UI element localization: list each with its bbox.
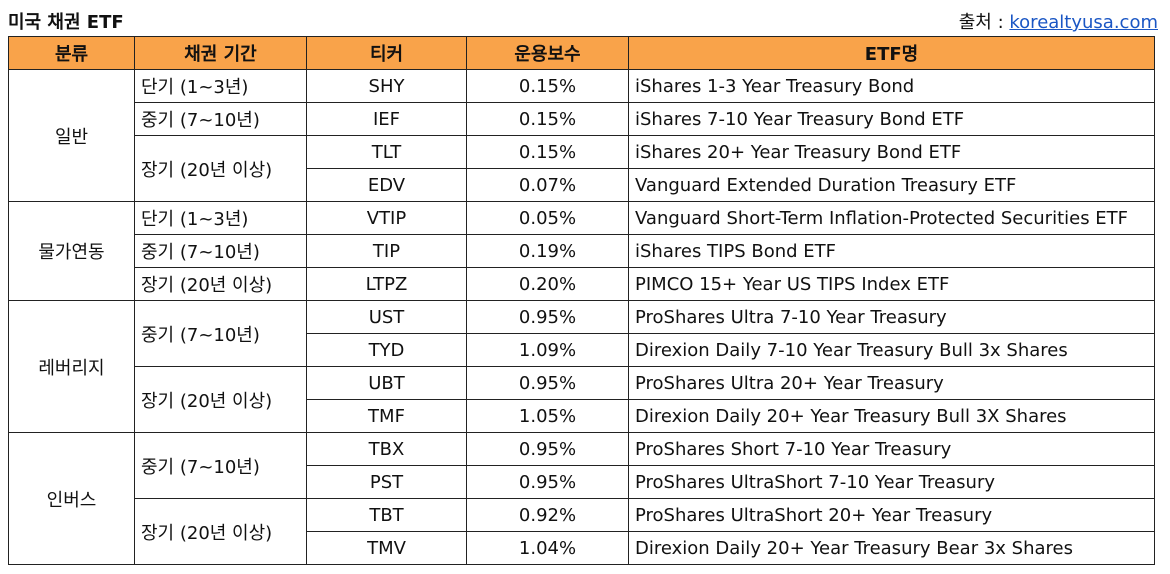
ticker-cell: TYD xyxy=(306,333,467,367)
etf-name-cell: Direxion Daily 20+ Year Treasury Bear 3x… xyxy=(628,531,1155,565)
fee-cell: 0.95% xyxy=(466,366,629,400)
table-row: 중기 (7~10년) TIP 0.19% iShares TIPS Bond ETF xyxy=(9,234,1155,268)
fee-cell: 0.05% xyxy=(466,201,629,235)
fee-cell: 0.95% xyxy=(466,300,629,334)
table-body: 일반 단기 (1~3년) SHY 0.15% iShares 1-3 Year Trea… xyxy=(8,69,1155,565)
header-term: 채권 기간 xyxy=(134,36,307,70)
source-label: 출처 : xyxy=(958,12,1004,33)
etf-name-cell: ProShares Ultra 20+ Year Treasury xyxy=(628,366,1155,400)
table-row: 장기 (20년 이상) TBT 0.92% ProShares UltraShort … xyxy=(9,498,1155,565)
category-cell: 물가연동 xyxy=(8,201,135,301)
etf-name-cell: iShares 1-3 Year Treasury Bond xyxy=(628,69,1155,103)
header-row: 분류 채권 기간 티커 운용보수 ETF명 xyxy=(8,36,1155,70)
fee-cell: 0.95% xyxy=(466,465,629,499)
table-row: 인버스 중기 (7~10년) TBX 0.95% ProShares Short 7-1… xyxy=(8,432,1155,565)
fee-cell: 0.15% xyxy=(466,135,629,169)
term-cell: 단기 (1~3년) xyxy=(134,69,307,103)
table-row: EDV 0.07% Vanguard Extended Duration Treas… xyxy=(9,168,1155,202)
etf-name-cell: iShares 7-10 Year Treasury Bond ETF xyxy=(628,102,1155,136)
fee-cell: 1.05% xyxy=(466,399,629,433)
table-row: 장기 (20년 이상) UBT 0.95% ProShares Ultra 20+ Y… xyxy=(9,366,1155,433)
ticker-cell: TIP xyxy=(306,234,467,268)
etf-name-cell: ProShares Short 7-10 Year Treasury xyxy=(628,432,1155,466)
ticker-cell: TMV xyxy=(306,531,467,565)
header-ticker: 티커 xyxy=(306,36,467,70)
ticker-cell: TBT xyxy=(306,498,467,532)
fee-cell: 1.04% xyxy=(466,531,629,565)
page-title: 미국 채권 ETF xyxy=(8,12,124,33)
fee-cell: 0.95% xyxy=(466,432,629,466)
category-cell: 레버리지 xyxy=(8,300,135,433)
source-credit: 출처 : korealtyusa.com xyxy=(959,8,1158,34)
term-cell: 중기 (7~10년) xyxy=(134,234,307,268)
table-row: 레버리지 중기 (7~10년) UST 0.95% ProShares Ultra 7-… xyxy=(8,300,1155,433)
ticker-cell: LTPZ xyxy=(306,267,467,301)
etf-name-cell: Vanguard Extended Duration Treasury ETF xyxy=(628,168,1155,202)
etf-name-cell: iShares 20+ Year Treasury Bond ETF xyxy=(628,135,1155,169)
etf-name-cell: PIMCO 15+ Year US TIPS Index ETF xyxy=(628,267,1155,301)
fee-cell: 0.07% xyxy=(466,168,629,202)
table-row: TMF 1.05% Direxion Daily 20+ Year Treasury… xyxy=(9,399,1155,433)
ticker-cell: TBX xyxy=(306,432,467,466)
ticker-cell: PST xyxy=(306,465,467,499)
etf-name-cell: ProShares UltraShort 7-10 Year Treasury xyxy=(628,465,1155,499)
bond-etf-table: 분류 채권 기간 티커 운용보수 ETF명 일반 단기 (1~3년) SHY 0.15… xyxy=(8,36,1155,565)
header-category: 분류 xyxy=(8,36,135,70)
ticker-cell: TLT xyxy=(306,135,467,169)
table-row: 장기 (20년 이상) LTPZ 0.20% PIMCO 15+ Year US TI… xyxy=(9,267,1155,301)
fee-cell: 0.15% xyxy=(466,69,629,103)
table-row: PST 0.95% ProShares UltraShort 7-10 Year T… xyxy=(9,465,1155,499)
term-cell: 중기 (7~10년) xyxy=(134,432,307,499)
ticker-cell: EDV xyxy=(306,168,467,202)
fee-cell: 0.92% xyxy=(466,498,629,532)
table-row: 중기 (7~10년) IEF 0.15% iShares 7-10 Year Trea… xyxy=(9,102,1155,136)
ticker-cell: UBT xyxy=(306,366,467,400)
etf-name-cell: Direxion Daily 7-10 Year Treasury Bull 3… xyxy=(628,333,1155,367)
term-cell: 중기 (7~10년) xyxy=(134,300,307,367)
ticker-cell: VTIP xyxy=(306,201,467,235)
top-bar: 미국 채권 ETF 출처 : korealtyusa.com xyxy=(8,6,1162,34)
fee-cell: 1.09% xyxy=(466,333,629,367)
etf-name-cell: Direxion Daily 20+ Year Treasury Bull 3X… xyxy=(628,399,1155,433)
term-cell: 단기 (1~3년) xyxy=(134,201,307,235)
term-cell: 장기 (20년 이상) xyxy=(134,135,307,202)
table-row: 장기 (20년 이상) TLT 0.15% iShares 20+ Year Trea… xyxy=(9,135,1155,202)
fee-cell: 0.19% xyxy=(466,234,629,268)
fee-cell: 0.15% xyxy=(466,102,629,136)
etf-name-cell: iShares TIPS Bond ETF xyxy=(628,234,1155,268)
fee-cell: 0.20% xyxy=(466,267,629,301)
ticker-cell: UST xyxy=(306,300,467,334)
header-etf-name: ETF명 xyxy=(628,36,1155,70)
table-row: 물가연동 단기 (1~3년) VTIP 0.05% Vanguard Short-Ter… xyxy=(8,201,1155,301)
table-row: TMV 1.04% Direxion Daily 20+ Year Treasury… xyxy=(9,531,1155,565)
ticker-cell: TMF xyxy=(306,399,467,433)
category-cell: 인버스 xyxy=(8,432,135,565)
etf-name-cell: ProShares UltraShort 20+ Year Treasury xyxy=(628,498,1155,532)
table-row: TYD 1.09% Direxion Daily 7-10 Year Treasur… xyxy=(9,333,1155,367)
category-cell: 일반 xyxy=(8,69,135,202)
table-row: 일반 단기 (1~3년) SHY 0.15% iShares 1-3 Year Trea… xyxy=(8,69,1155,202)
term-cell: 중기 (7~10년) xyxy=(134,102,307,136)
term-cell: 장기 (20년 이상) xyxy=(134,366,307,433)
ticker-cell: SHY xyxy=(306,69,467,103)
etf-name-cell: Vanguard Short-Term Inflation-Protected … xyxy=(628,201,1155,235)
source-link[interactable]: korealtyusa.com xyxy=(1009,12,1158,33)
header-fee: 운용보수 xyxy=(466,36,629,70)
ticker-cell: IEF xyxy=(306,102,467,136)
etf-name-cell: ProShares Ultra 7-10 Year Treasury xyxy=(628,300,1155,334)
term-cell: 장기 (20년 이상) xyxy=(134,267,307,301)
term-cell: 장기 (20년 이상) xyxy=(134,498,307,565)
